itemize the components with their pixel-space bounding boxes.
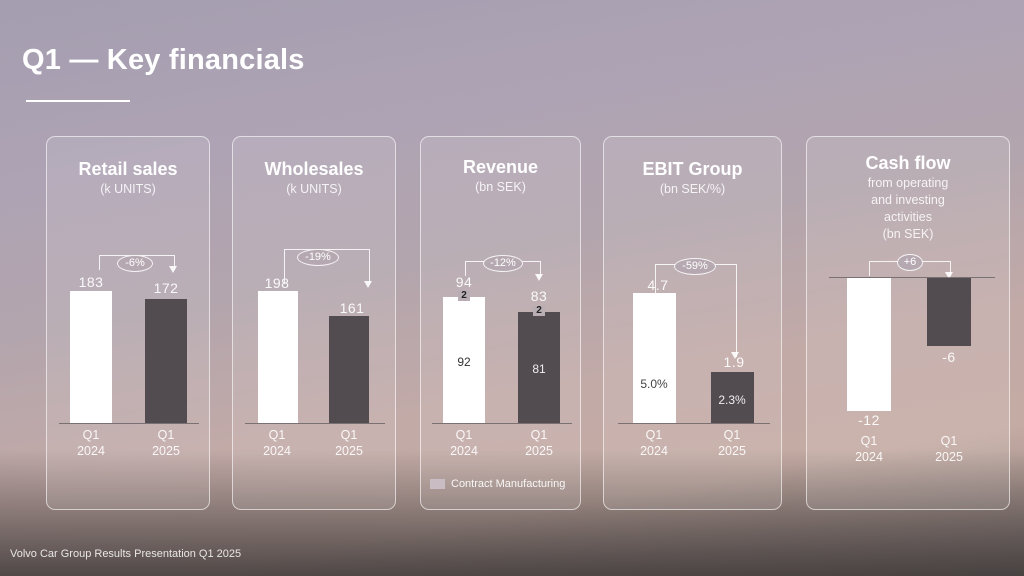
bar-inner-value: 81 bbox=[532, 362, 546, 376]
bar-inner-value: 92 bbox=[457, 355, 471, 369]
change-pill: -6% bbox=[117, 255, 153, 272]
x-label: Q1 2024 bbox=[450, 428, 478, 458]
legend-swatch-contract-manufacturing bbox=[430, 479, 445, 489]
card-cash-flow: Cash flow from operating and investing a… bbox=[806, 136, 1010, 510]
bar-value: 183 bbox=[78, 274, 104, 290]
card-subtitle: from operating bbox=[867, 176, 949, 190]
bar-value: 1.9 bbox=[723, 354, 745, 370]
card-title: Revenue bbox=[462, 157, 539, 177]
card-title: Retail sales bbox=[78, 159, 178, 179]
bar-value: 4.7 bbox=[647, 277, 669, 293]
baseline bbox=[245, 423, 385, 424]
card-subtitle: activities bbox=[884, 210, 932, 224]
x-label: Q1 2024 bbox=[263, 428, 291, 458]
contract-manufacturing-segment: 2 bbox=[533, 306, 545, 316]
x-label: Q1 2025 bbox=[525, 428, 553, 458]
bar-value: -12 bbox=[858, 412, 880, 428]
legend: Contract Manufacturing bbox=[430, 478, 565, 490]
arrow-down-icon bbox=[364, 281, 372, 288]
x-label: Q1 2025 bbox=[718, 428, 746, 458]
arrow-down-icon bbox=[731, 352, 739, 359]
title-underline bbox=[26, 100, 130, 102]
x-label: Q1 2024 bbox=[855, 434, 883, 464]
x-label: Q1 2025 bbox=[152, 428, 180, 458]
arrow-down-icon bbox=[169, 266, 177, 273]
card-title: EBIT Group bbox=[642, 159, 743, 179]
bar-value: 172 bbox=[153, 280, 179, 296]
bar-value: -6 bbox=[942, 349, 956, 365]
change-pill: -12% bbox=[483, 255, 523, 272]
bar-value: 94 bbox=[455, 274, 473, 290]
x-label: Q1 2024 bbox=[640, 428, 668, 458]
contract-manufacturing-segment: 2 bbox=[458, 291, 470, 301]
legend-label: Contract Manufacturing bbox=[451, 478, 566, 490]
bar-inner-value: 2.3% bbox=[718, 393, 746, 407]
card-title: Wholesales bbox=[264, 159, 364, 179]
footer-text: Volvo Car Group Results Presentation Q1 … bbox=[10, 548, 242, 560]
card-ebit-group: EBIT Group (bn SEK/%) -59% 4.7 1.9 5.0% … bbox=[603, 136, 782, 510]
baseline bbox=[618, 423, 770, 424]
card-subtitle: (bn SEK) bbox=[882, 227, 934, 241]
baseline bbox=[59, 423, 199, 424]
baseline bbox=[829, 277, 995, 278]
card-subtitle: (k UNITS) bbox=[286, 182, 342, 196]
change-pill: +6 bbox=[897, 254, 923, 271]
bar-value: 198 bbox=[264, 275, 290, 291]
bar-value: 83 bbox=[530, 288, 548, 304]
change-pill: -19% bbox=[297, 249, 339, 266]
bar-q1-2024 bbox=[847, 278, 891, 411]
bar-value: 161 bbox=[339, 300, 365, 316]
bar-q1-2025 bbox=[145, 299, 187, 423]
bar-q1-2025 bbox=[518, 312, 560, 423]
change-pill: -59% bbox=[674, 258, 716, 275]
x-label: Q1 2025 bbox=[935, 434, 963, 464]
bar-inner-value: 5.0% bbox=[640, 377, 668, 391]
card-retail-sales: Retail sales (k UNITS) -6% 183 172 Q1 202… bbox=[46, 136, 210, 510]
bar-q1-2024 bbox=[443, 297, 485, 423]
card-subtitle: (bn SEK/%) bbox=[659, 182, 726, 196]
page-title: Q1 — Key financials bbox=[22, 44, 305, 76]
card-title: Cash flow bbox=[865, 153, 951, 173]
baseline bbox=[432, 423, 572, 424]
bar-q1-2025 bbox=[927, 278, 971, 346]
bar-q1-2024 bbox=[70, 291, 112, 423]
bar-q1-2025 bbox=[711, 372, 754, 423]
arrow-down-icon bbox=[535, 274, 543, 281]
x-label: Q1 2024 bbox=[77, 428, 105, 458]
x-label: Q1 2025 bbox=[335, 428, 363, 458]
arrow-down-icon bbox=[945, 272, 953, 279]
card-subtitle: and investing bbox=[871, 193, 945, 207]
card-wholesales: Wholesales (k UNITS) -19% 198 161 Q1 2024… bbox=[232, 136, 396, 510]
bar-q1-2024 bbox=[258, 291, 298, 423]
bar-q1-2024 bbox=[633, 293, 676, 423]
card-revenue: Revenue (bn SEK) -12% 94 83 2 92 2 81 Q1… bbox=[420, 136, 581, 510]
card-subtitle: (bn SEK) bbox=[475, 180, 526, 194]
card-subtitle: (k UNITS) bbox=[100, 182, 156, 196]
bar-q1-2025 bbox=[329, 316, 369, 423]
